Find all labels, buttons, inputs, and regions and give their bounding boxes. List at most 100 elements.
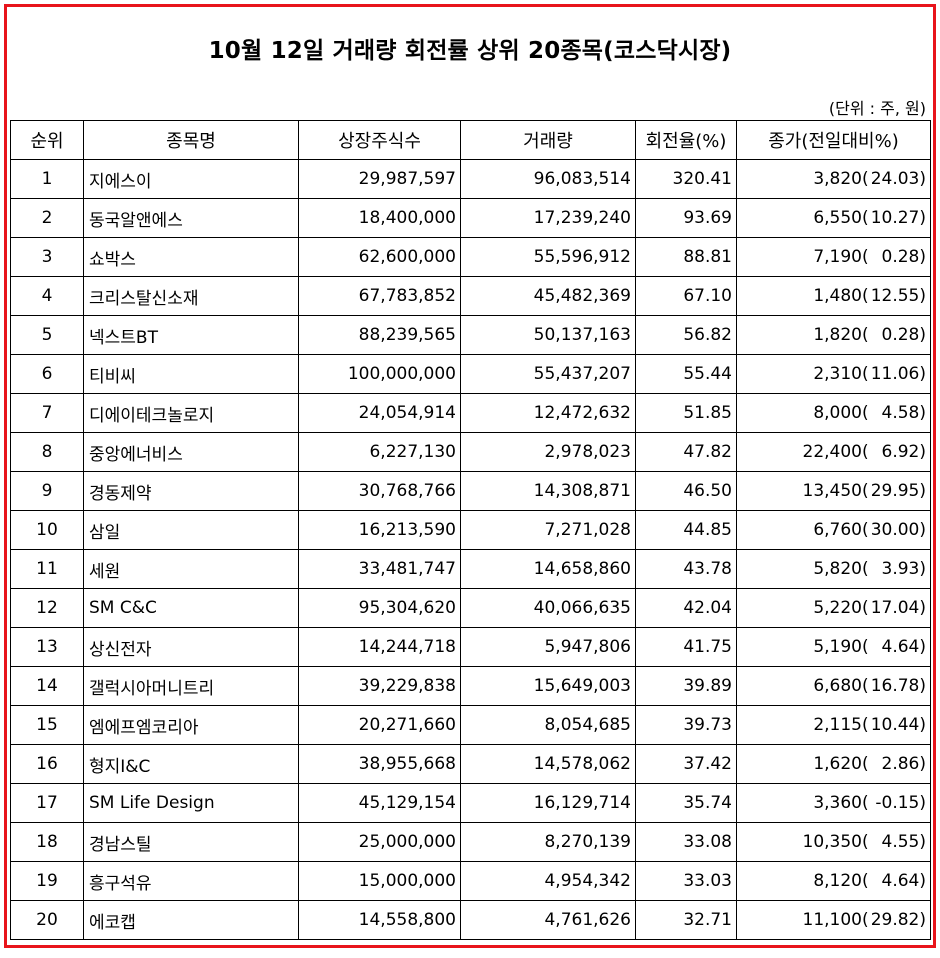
close-price: 5,220 bbox=[813, 598, 862, 618]
turnover-cell: 320.41 bbox=[635, 159, 737, 199]
volume-cell: 17,239,240 bbox=[460, 198, 636, 238]
stock-name-cell: 형지I&C bbox=[83, 744, 299, 784]
table-row: 12 SM C&C 95,304,620 40,066,635 42.04 5,220(1… bbox=[10, 588, 931, 628]
turnover-cell: 39.89 bbox=[635, 666, 737, 706]
change-percent: 0.28) bbox=[881, 325, 926, 345]
volume-cell: 14,308,871 bbox=[460, 471, 636, 511]
table-row: 9 경동제약 30,768,766 14,308,871 46.50 13,450(29.… bbox=[10, 471, 931, 511]
volume-cell: 7,271,028 bbox=[460, 510, 636, 550]
listed-shares-cell: 45,129,154 bbox=[298, 783, 461, 823]
stock-name-cell: 흥구석유 bbox=[83, 861, 299, 901]
table-header-row: 순위 종목명 상장주식수 거래량 회전율(%) 종가(전일대비%) bbox=[10, 120, 931, 160]
close-price: 3,820 bbox=[813, 169, 862, 189]
table-row: 20 에코캡 14,558,800 4,761,626 32.71 11,100(29.8… bbox=[10, 900, 931, 940]
stock-name-cell: 중앙에너비스 bbox=[83, 432, 299, 472]
listed-shares-cell: 14,558,800 bbox=[298, 900, 461, 940]
close-price: 7,190 bbox=[813, 247, 862, 267]
stock-name-cell: 경동제약 bbox=[83, 471, 299, 511]
unit-note: (단위 : 주, 원) bbox=[828, 99, 926, 118]
stock-name-cell: 에코캡 bbox=[83, 900, 299, 940]
turnover-cell: 35.74 bbox=[635, 783, 737, 823]
stock-name-cell: 상신전자 bbox=[83, 627, 299, 667]
change-percent: 29.82) bbox=[870, 910, 926, 930]
close-price-cell: 6,550(10.27) bbox=[736, 198, 931, 238]
rank-cell: 9 bbox=[10, 471, 84, 511]
change-percent: 2.86) bbox=[881, 754, 926, 774]
rank-cell: 3 bbox=[10, 237, 84, 277]
table-row: 7 디에이테크놀로지 24,054,914 12,472,632 51.85 8,000(… bbox=[10, 393, 931, 433]
close-price: 8,000 bbox=[813, 403, 862, 423]
rank-cell: 4 bbox=[10, 276, 84, 316]
rank-cell: 14 bbox=[10, 666, 84, 706]
close-price-cell: 8,000(4.58) bbox=[736, 393, 931, 433]
volume-cell: 14,658,860 bbox=[460, 549, 636, 589]
column-header-turnover: 회전율(%) bbox=[635, 120, 737, 160]
listed-shares-cell: 67,783,852 bbox=[298, 276, 461, 316]
listed-shares-cell: 16,213,590 bbox=[298, 510, 461, 550]
open-paren: ( bbox=[862, 442, 869, 462]
open-paren: ( bbox=[862, 520, 869, 540]
rank-cell: 5 bbox=[10, 315, 84, 355]
close-price-cell: 5,190(4.64) bbox=[736, 627, 931, 667]
open-paren: ( bbox=[862, 832, 869, 852]
rank-cell: 1 bbox=[10, 159, 84, 199]
open-paren: ( bbox=[862, 637, 869, 657]
open-paren: ( bbox=[862, 871, 869, 891]
close-price-cell: 8,120(4.64) bbox=[736, 861, 931, 901]
rank-cell: 12 bbox=[10, 588, 84, 628]
rank-cell: 18 bbox=[10, 822, 84, 862]
turnover-cell: 51.85 bbox=[635, 393, 737, 433]
stock-name-cell: 크리스탈신소재 bbox=[83, 276, 299, 316]
stock-name-cell: 삼일 bbox=[83, 510, 299, 550]
rank-cell: 16 bbox=[10, 744, 84, 784]
listed-shares-cell: 33,481,747 bbox=[298, 549, 461, 589]
change-percent: -0.15) bbox=[875, 793, 926, 813]
volume-cell: 15,649,003 bbox=[460, 666, 636, 706]
open-paren: ( bbox=[862, 598, 869, 618]
open-paren: ( bbox=[862, 754, 869, 774]
close-price-cell: 2,115(10.44) bbox=[736, 705, 931, 745]
volume-cell: 5,947,806 bbox=[460, 627, 636, 667]
turnover-cell: 55.44 bbox=[635, 354, 737, 394]
table-row: 17 SM Life Design 45,129,154 16,129,714 35.7… bbox=[10, 783, 931, 823]
change-percent: 3.93) bbox=[881, 559, 926, 579]
open-paren: ( bbox=[862, 325, 869, 345]
turnover-cell: 46.50 bbox=[635, 471, 737, 511]
stock-name-cell: SM C&C bbox=[83, 588, 299, 628]
close-price: 1,820 bbox=[813, 325, 862, 345]
table-row: 4 크리스탈신소재 67,783,852 45,482,369 67.10 1,480(1… bbox=[10, 276, 931, 316]
close-price-cell: 5,220(17.04) bbox=[736, 588, 931, 628]
table-row: 18 경남스틸 25,000,000 8,270,139 33.08 10,350(4.5… bbox=[10, 822, 931, 862]
rank-cell: 15 bbox=[10, 705, 84, 745]
open-paren: ( bbox=[862, 910, 869, 930]
turnover-cell: 47.82 bbox=[635, 432, 737, 472]
table-row: 3 쇼박스 62,600,000 55,596,912 88.81 7,190(0.28) bbox=[10, 237, 931, 277]
volume-cell: 16,129,714 bbox=[460, 783, 636, 823]
table-row: 2 동국알앤에스 18,400,000 17,239,240 93.69 6,550(10… bbox=[10, 198, 931, 238]
stock-name-cell: SM Life Design bbox=[83, 783, 299, 823]
column-header-rank: 순위 bbox=[10, 120, 84, 160]
open-paren: ( bbox=[862, 715, 869, 735]
listed-shares-cell: 95,304,620 bbox=[298, 588, 461, 628]
volume-cell: 8,270,139 bbox=[460, 822, 636, 862]
change-percent: 29.95) bbox=[870, 481, 926, 501]
open-paren: ( bbox=[862, 208, 869, 228]
close-price-cell: 1,620(2.86) bbox=[736, 744, 931, 784]
stock-name-cell: 티비씨 bbox=[83, 354, 299, 394]
table-row: 1 지에스이 29,987,597 96,083,514 320.41 3,820(24.… bbox=[10, 159, 931, 199]
close-price: 2,310 bbox=[813, 364, 862, 384]
volume-cell: 50,137,163 bbox=[460, 315, 636, 355]
listed-shares-cell: 100,000,000 bbox=[298, 354, 461, 394]
turnover-cell: 67.10 bbox=[635, 276, 737, 316]
change-percent: 30.00) bbox=[870, 520, 926, 540]
turnover-cell: 44.85 bbox=[635, 510, 737, 550]
volume-cell: 4,954,342 bbox=[460, 861, 636, 901]
table-row: 8 중앙에너비스 6,227,130 2,978,023 47.82 22,400(6.9… bbox=[10, 432, 931, 472]
close-price-cell: 1,480(12.55) bbox=[736, 276, 931, 316]
column-header-close: 종가(전일대비%) bbox=[736, 120, 931, 160]
volume-cell: 14,578,062 bbox=[460, 744, 636, 784]
column-header-name: 종목명 bbox=[83, 120, 299, 160]
close-price: 3,360 bbox=[813, 793, 862, 813]
close-price: 5,820 bbox=[813, 559, 862, 579]
volume-cell: 55,437,207 bbox=[460, 354, 636, 394]
